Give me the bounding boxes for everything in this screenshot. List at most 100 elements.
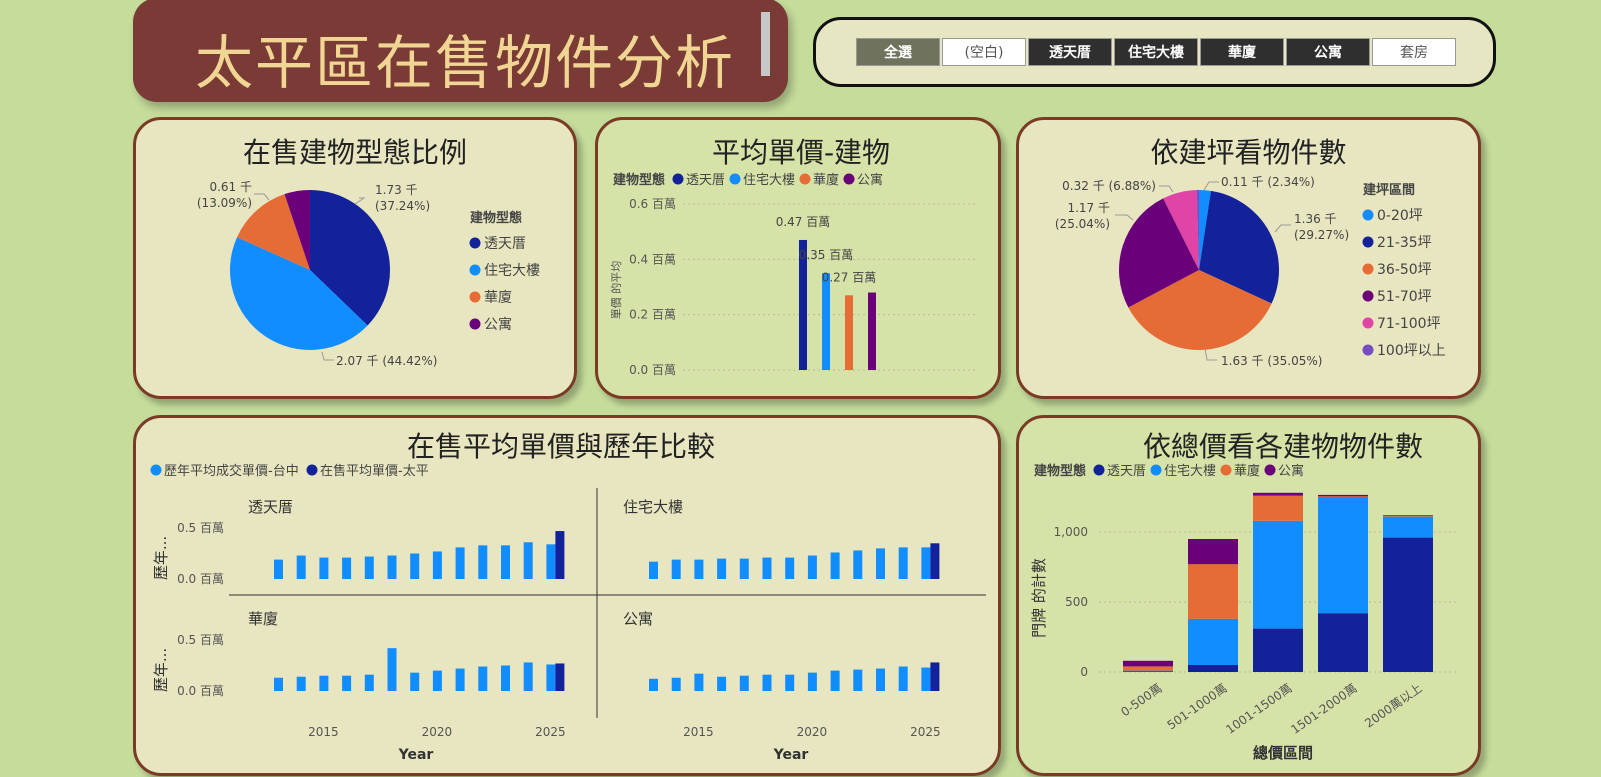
bar [853,669,863,691]
y-axis-label: 單價 的平均 [609,261,623,320]
bar [342,557,352,579]
legend-item: 住宅大樓 [484,263,540,279]
legend-marker [729,173,741,185]
pie-data-label: 0.32 千 (6.88%) [1062,179,1156,193]
y-tick-label: 0.0 百萬 [177,572,224,586]
stacked-bar-segment [1123,666,1173,671]
bar [432,551,442,579]
chart-title: 平均單價-建物 [712,136,890,169]
pie-slice [284,190,310,270]
bar [739,675,749,691]
slicer-option[interactable]: 華廈 [1200,38,1284,66]
legend-marker [1362,236,1374,248]
pie-chart-area: 依建坪看物件數 0.11 千 (2.34%) 1.36 千 (29.27%) 1.63 … [1055,136,1446,368]
bar [930,662,940,691]
slicer-option[interactable]: 公寓 [1286,38,1370,66]
legend-item: 華廈 [484,289,512,306]
legend-marker [469,264,481,276]
legend-item: 華廈 [1234,463,1260,479]
x-tick-label: 1501-2000萬 [1288,681,1359,737]
panel-title: 住宅大樓 [623,498,683,516]
card-pie-building-type: 在售建物型態比例 1.73 千 (37.24%) 0.61 千 (13.09%) 2.07… [133,117,577,399]
bar [296,676,306,691]
pie-leader-line [1204,348,1217,361]
legend-marker [150,464,162,476]
pie-slice [1199,190,1211,270]
bar [319,675,329,691]
bar [274,677,283,691]
legend-marker [1093,464,1105,476]
legend-marker [799,173,811,185]
pie-slice [310,190,390,326]
slicer-option[interactable]: (空白) [942,38,1026,66]
y-tick-label: 0.2 百萬 [629,308,676,322]
bar [387,648,397,691]
bar [739,558,749,579]
pie-leader-line [354,197,366,205]
legend-marker [1362,209,1374,221]
legend-item: 住宅大樓 [743,173,795,188]
bar [671,677,681,691]
bar [649,678,658,691]
x-tick-label: 501-1000萬 [1165,681,1230,732]
pie-leader-line [1159,185,1174,193]
slicer-option[interactable]: 全選 [856,38,940,66]
page-title: 太平區在售物件分析 [195,29,736,97]
y-tick-label: 1,000 [1054,525,1088,539]
bar [822,273,830,370]
bar [799,239,807,370]
legend-item: 透天厝 [484,236,526,252]
x-axis-label: Year [773,747,809,763]
y-axis-label: 歷年... [152,648,170,692]
pie-slice [1163,190,1199,270]
stacked-bar-segment [1253,628,1303,672]
legend-marker [306,464,318,476]
bar [432,670,442,691]
bar [478,545,488,579]
legend-marker [1264,464,1276,476]
bar [717,558,727,579]
stacked-bar-segment [1383,516,1433,538]
stacked-bar-segment [1253,492,1303,496]
stacked-bar-segment [1318,497,1368,614]
legend-marker [1362,290,1374,302]
legend-marker [1362,344,1374,356]
bar [921,547,931,579]
slicer-option[interactable]: 套房 [1372,38,1456,66]
x-tick-label: 2020 [797,725,828,739]
panel-title: 透天厝 [248,498,293,516]
stacked-bar-segment [1383,537,1433,672]
legend-item: 36-50坪 [1377,262,1432,278]
bar [364,556,374,579]
x-tick-label: 1001-1500萬 [1223,681,1294,737]
bar [296,555,306,579]
pie-data-label: 0.11 千 (2.34%) [1221,175,1315,189]
y-tick-label: 0.4 百萬 [629,252,676,266]
pie-chart-building-type: 在售建物型態比例 1.73 千 (37.24%) 0.61 千 (13.09%) 2.07… [197,136,540,368]
pie-slice [1119,198,1199,308]
legend-item: 透天厝 [686,173,725,188]
bar [455,668,465,691]
legend-marker [1362,263,1374,275]
legend-marker [469,291,481,303]
bar [898,666,908,691]
bar [853,550,863,579]
bar [762,674,772,691]
x-tick-label: 2015 [683,725,714,739]
pie-slice [1199,190,1279,304]
bar [546,664,556,691]
legend-item: 華廈 [813,172,839,188]
legend-item: 在售平均單價-太平 [320,463,429,479]
y-axis-label: 門牌 的計數 [1030,558,1048,638]
slicer-option[interactable]: 住宅大樓 [1114,38,1198,66]
pie-slice [237,194,310,270]
stacked-bar-segment [1188,564,1238,619]
stacked-bar-segment [1188,665,1238,672]
pie-slice [1128,270,1272,350]
legend-marker [469,237,481,249]
pie-leader-line [321,351,334,361]
slicer-option[interactable]: 透天厝 [1028,38,1112,66]
pie-leader-line [1115,214,1134,221]
bar [478,666,488,691]
